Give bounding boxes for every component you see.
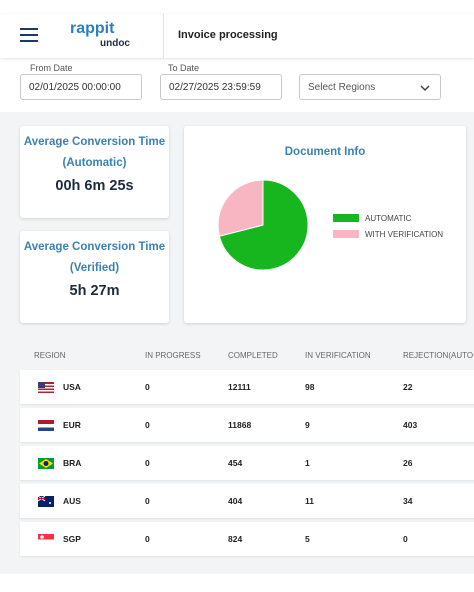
table-cell: EUR — [63, 420, 81, 430]
legend-swatch — [333, 214, 359, 222]
page-title: Invoice processing — [178, 29, 278, 41]
table-cell: 404 — [228, 496, 243, 506]
table-cell: 0 — [145, 534, 150, 544]
card-value: 00h 6m 25s — [55, 178, 134, 194]
table-cell: 22 — [403, 382, 413, 392]
placeholder: Select Regions — [308, 82, 376, 93]
flag-icon — [38, 496, 54, 507]
table-cell: 9 — [305, 420, 310, 430]
table-cell: 11868 — [228, 420, 252, 430]
chart-title: Document Info — [285, 146, 366, 158]
table-cell: 11 — [305, 496, 314, 506]
table-row — [20, 522, 474, 556]
table-cell: 26 — [403, 458, 413, 468]
table-cell: AUS — [63, 496, 81, 506]
legend-label: AUTOMATIC — [365, 214, 412, 223]
pie-slice — [217, 179, 264, 237]
pie-slice — [218, 179, 309, 271]
card-subtitle: (Automatic) — [62, 157, 127, 169]
table-row — [20, 408, 474, 442]
column-header: REJECTION(AUTO — [403, 351, 474, 360]
flag-icon — [38, 534, 54, 545]
divider — [163, 14, 164, 58]
from-date-input[interactable]: 02/01/2025 00:00:00 — [20, 74, 142, 100]
column-header: IN VERIFICATION — [305, 351, 371, 360]
table-cell: 824 — [228, 534, 243, 544]
table-row — [20, 484, 474, 518]
table-cell: 5 — [305, 534, 310, 544]
to-label: To Date — [168, 63, 200, 73]
table-cell: USA — [63, 382, 81, 392]
from-label: From Date — [30, 63, 73, 73]
logo: rappit — [70, 20, 115, 37]
card-title: Average Conversion Time — [23, 241, 166, 253]
to-date-input[interactable]: 02/27/2025 23:59:59 — [160, 74, 282, 100]
legend-swatch — [333, 230, 359, 238]
legend-label: WITH VERIFICATION — [365, 230, 443, 239]
chevron — [420, 85, 430, 92]
flag-icon — [38, 420, 54, 431]
header: rappit undoc Invoice processing — [0, 14, 474, 58]
table-cell: 34 — [403, 496, 413, 506]
flag-icon — [38, 458, 54, 469]
menu-button[interactable] — [20, 27, 38, 43]
card-title: Average Conversion Time — [23, 136, 166, 148]
table-cell: 0 — [403, 534, 408, 544]
card: Average Conversion Time (Verified) 5h 27… — [20, 231, 169, 323]
column-header: COMPLETED — [228, 351, 278, 360]
table-cell: 403 — [403, 420, 418, 430]
card-subtitle: (Verified) — [69, 262, 120, 274]
card: Average Conversion Time (Automatic) 00h … — [20, 126, 169, 218]
column-header: IN PROGRESS — [145, 351, 201, 360]
logo-sub: undoc — [100, 38, 130, 49]
table-cell: SGP — [63, 534, 81, 544]
table-row — [20, 446, 474, 480]
card-value: 5h 27m — [69, 283, 120, 299]
table-cell: 0 — [145, 496, 150, 506]
table-cell: 0 — [145, 382, 150, 392]
chart: Document Info AUTOMATIC WITH VERIFICATION — [217, 146, 443, 271]
table-cell: 1 — [305, 458, 310, 468]
table-row — [20, 370, 474, 404]
table-cell: 12111 — [228, 382, 251, 392]
table-cell: 98 — [305, 382, 315, 392]
region-select[interactable]: Select Regions — [299, 74, 441, 100]
table-cell: 454 — [228, 458, 243, 468]
flag-icon — [38, 382, 54, 393]
column-header: REGION — [34, 351, 66, 360]
chart-card: Document Info AUTOMATIC WITH VERIFICATION — [184, 126, 466, 323]
table-cell: 0 — [145, 458, 150, 468]
table-cell: BRA — [63, 458, 82, 468]
table-cell: 0 — [145, 420, 150, 430]
